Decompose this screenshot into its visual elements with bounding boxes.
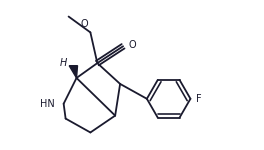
Text: O: O <box>81 19 88 29</box>
Text: F: F <box>196 94 202 104</box>
Polygon shape <box>69 66 78 78</box>
Text: H: H <box>60 58 67 68</box>
Text: HN: HN <box>40 99 55 109</box>
Text: O: O <box>129 40 136 50</box>
